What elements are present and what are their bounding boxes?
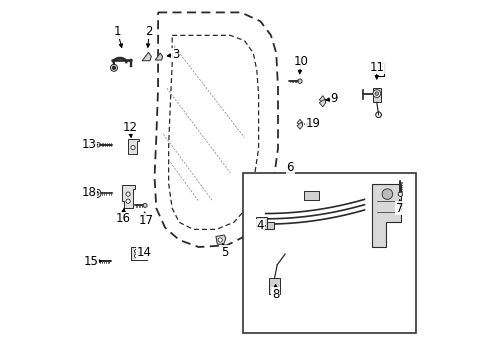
Bar <box>266 222 273 229</box>
Text: 18: 18 <box>81 186 97 199</box>
Text: 9: 9 <box>330 93 338 105</box>
Text: 6: 6 <box>286 161 293 174</box>
Polygon shape <box>131 247 146 260</box>
Text: 12: 12 <box>122 121 137 134</box>
Text: 14: 14 <box>136 246 151 259</box>
Circle shape <box>134 249 138 253</box>
Bar <box>269 278 279 294</box>
Circle shape <box>134 254 138 258</box>
Polygon shape <box>96 142 100 147</box>
Polygon shape <box>142 52 151 61</box>
Polygon shape <box>216 235 225 244</box>
Bar <box>242 173 415 333</box>
Text: 17: 17 <box>138 214 153 227</box>
Bar <box>372 88 380 102</box>
Circle shape <box>131 145 135 150</box>
Circle shape <box>374 92 378 95</box>
Polygon shape <box>142 203 147 208</box>
Polygon shape <box>95 258 99 264</box>
Text: 15: 15 <box>83 255 98 267</box>
Bar <box>256 217 266 229</box>
Circle shape <box>126 192 130 196</box>
Polygon shape <box>319 99 325 107</box>
Text: 7: 7 <box>395 202 403 215</box>
Text: 5: 5 <box>221 246 228 259</box>
Bar <box>304 191 318 200</box>
Circle shape <box>110 64 117 71</box>
Text: 1: 1 <box>114 25 121 38</box>
Polygon shape <box>397 192 402 197</box>
Text: 10: 10 <box>293 55 308 68</box>
Text: 4: 4 <box>256 219 264 232</box>
Polygon shape <box>296 119 302 126</box>
Text: 19: 19 <box>305 117 320 130</box>
Circle shape <box>218 238 222 242</box>
Circle shape <box>372 90 380 98</box>
Text: 2: 2 <box>145 25 153 38</box>
Circle shape <box>93 189 101 198</box>
Polygon shape <box>297 79 302 84</box>
Circle shape <box>126 199 130 203</box>
Circle shape <box>112 66 115 69</box>
Circle shape <box>381 189 392 199</box>
Polygon shape <box>128 139 139 154</box>
Text: 16: 16 <box>115 212 130 225</box>
Text: 13: 13 <box>81 138 97 151</box>
Text: 3: 3 <box>172 48 179 61</box>
Text: 8: 8 <box>271 288 279 301</box>
Polygon shape <box>371 184 401 247</box>
Text: 11: 11 <box>368 60 384 73</box>
Polygon shape <box>296 122 302 129</box>
Polygon shape <box>319 96 325 103</box>
Circle shape <box>95 192 99 195</box>
Polygon shape <box>155 53 163 60</box>
Polygon shape <box>122 185 135 208</box>
